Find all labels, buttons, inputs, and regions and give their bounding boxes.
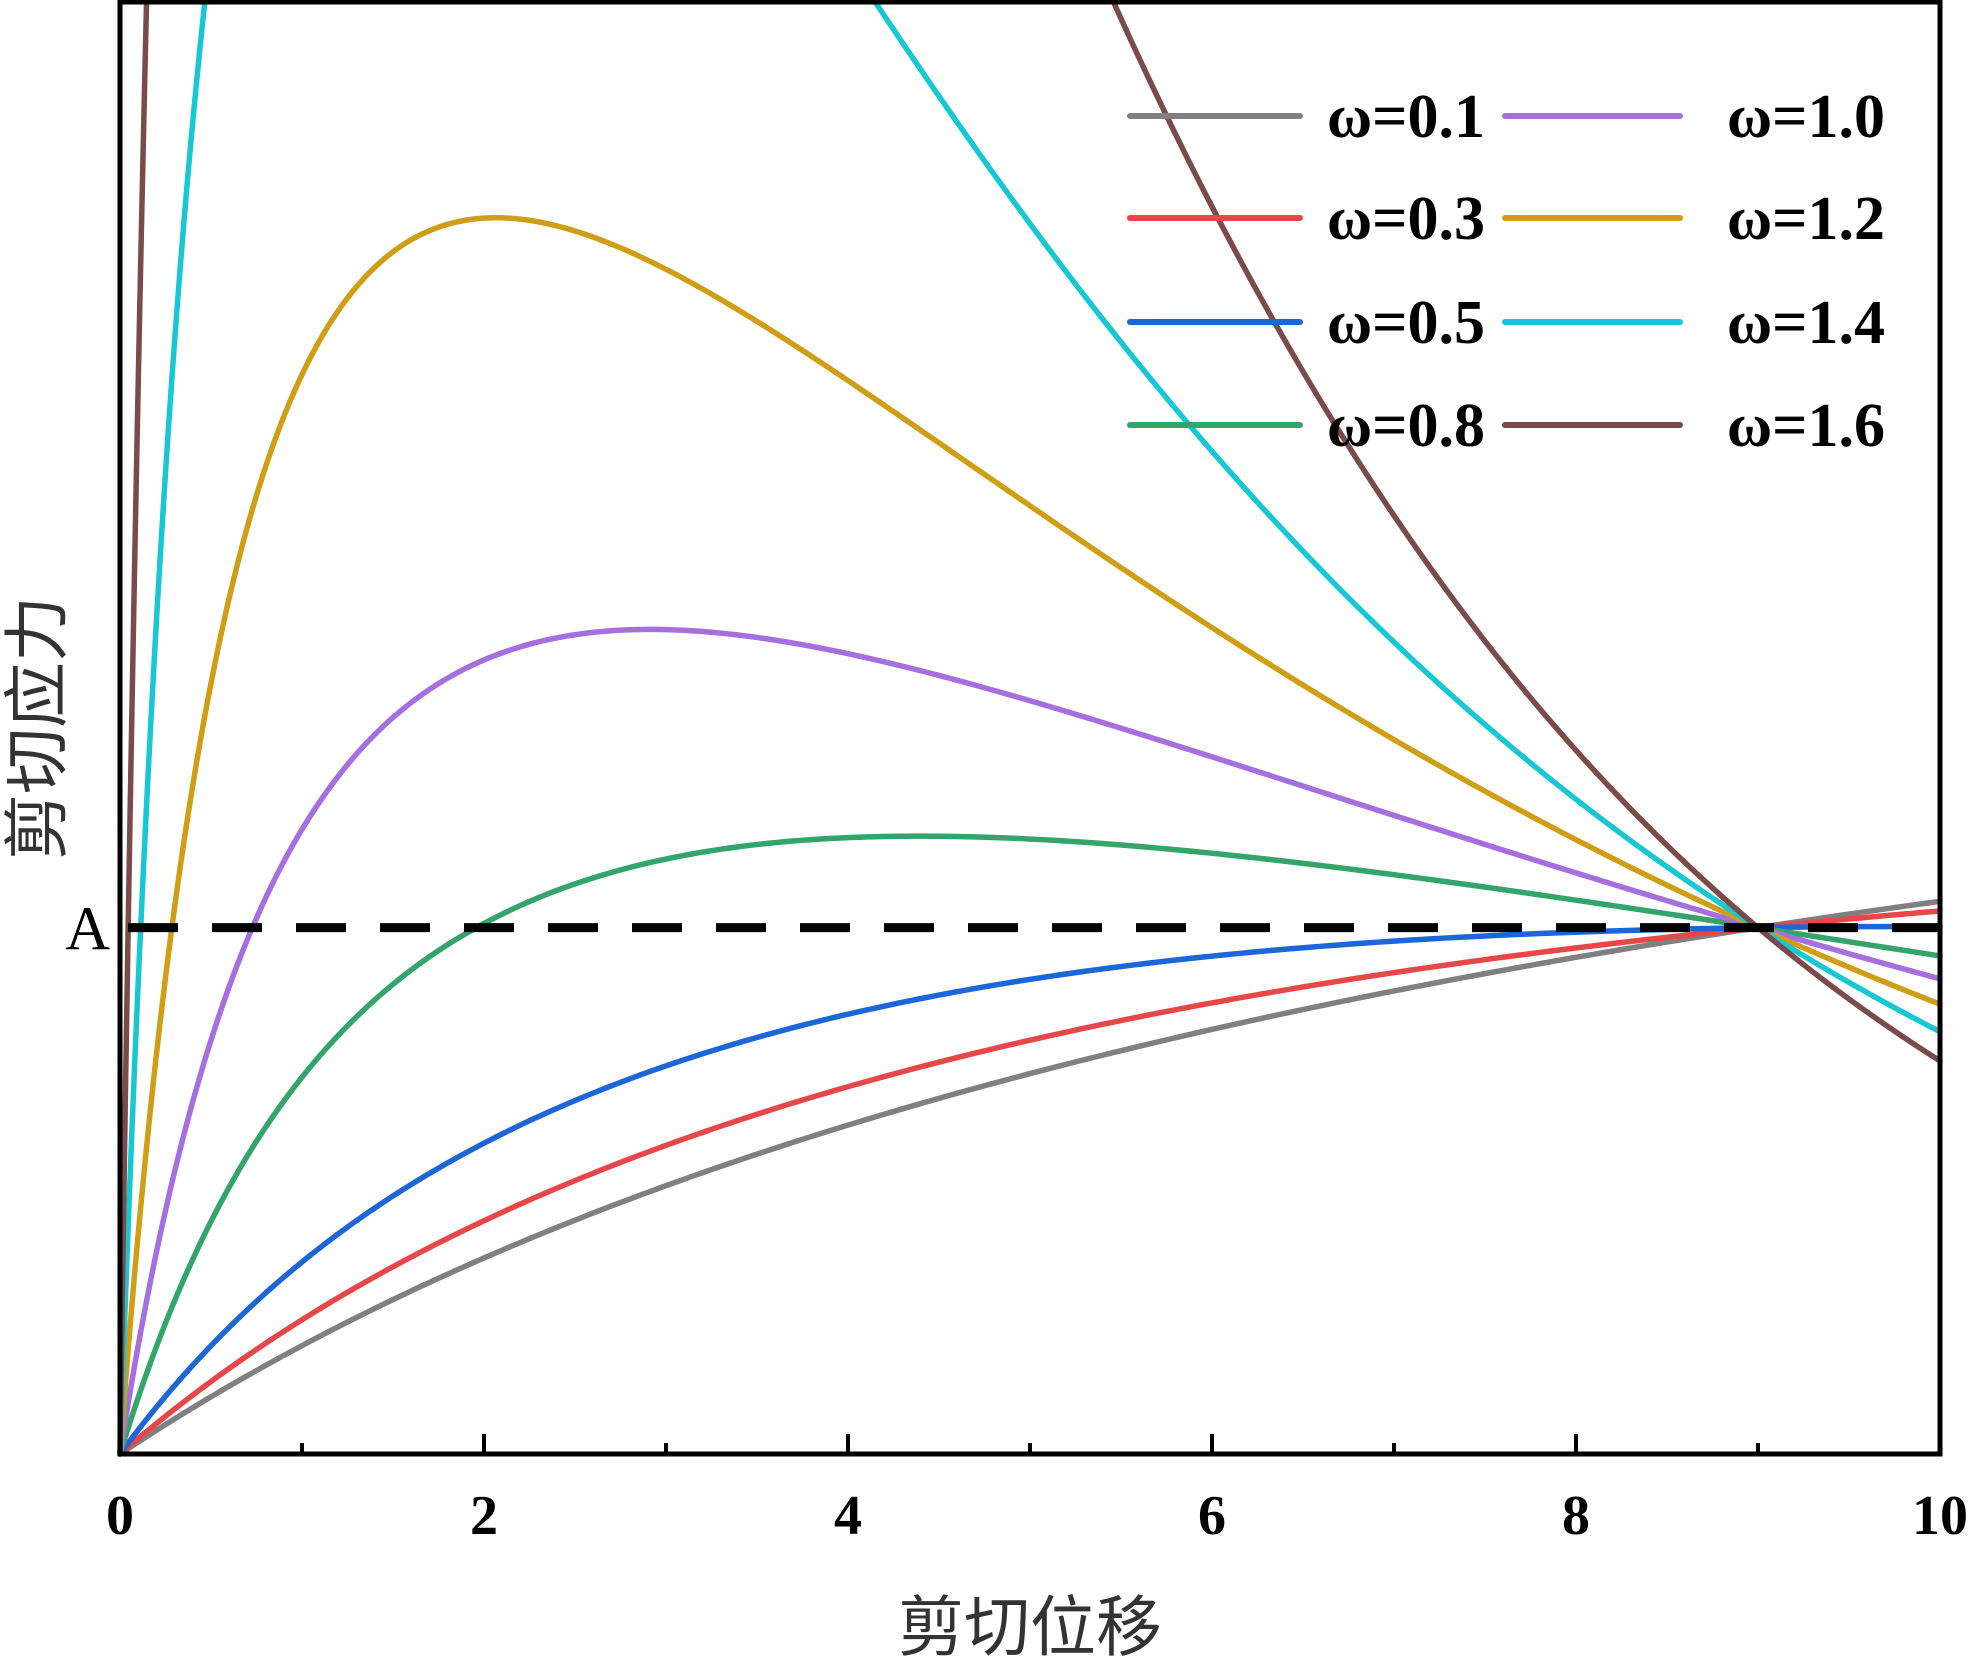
legend-label: ω=0.3 bbox=[1327, 185, 1485, 253]
legend-label: ω=0.1 bbox=[1327, 83, 1485, 151]
x-tick-label: 8 bbox=[1562, 1485, 1590, 1547]
series-line-4 bbox=[117, 833, 1943, 1457]
series-line-5 bbox=[117, 626, 1943, 1457]
series-line-8 bbox=[117, 0, 1943, 1457]
x-tick-label: 4 bbox=[834, 1485, 862, 1547]
x-axis-label: 剪切位移 bbox=[898, 1589, 1162, 1666]
legend-label: ω=0.8 bbox=[1327, 392, 1485, 460]
series-layer bbox=[117, 0, 1943, 1457]
x-axis-tick-labels: 0 2 4 6 8 10 bbox=[106, 1485, 1968, 1547]
y-axis-label: 剪切应力 bbox=[0, 596, 76, 860]
legend-label: ω=1.4 bbox=[1727, 289, 1885, 357]
x-tick-label: 0 bbox=[106, 1485, 134, 1547]
series-line-1 bbox=[117, 898, 1943, 1457]
series-line-6 bbox=[117, 214, 1943, 1457]
legend-label: ω=0.5 bbox=[1327, 289, 1485, 357]
legend: ω=0.1 ω=0.3 ω=0.5 ω=0.8 ω=1.0 ω=1.2 ω=1.4 ω=1.6 bbox=[1127, 83, 1885, 460]
legend-label: ω=1.2 bbox=[1727, 185, 1885, 253]
reference-line-label: A bbox=[65, 896, 110, 964]
series-line-2 bbox=[117, 908, 1943, 1457]
x-tick-label: 2 bbox=[470, 1485, 498, 1547]
legend-label: ω=1.0 bbox=[1727, 83, 1885, 151]
series-line-7 bbox=[117, 0, 1943, 1457]
x-tick-label: 6 bbox=[1198, 1485, 1226, 1547]
x-axis-ticks bbox=[118, 1434, 1942, 1454]
x-tick-label: 10 bbox=[1912, 1485, 1968, 1547]
series-line-3 bbox=[117, 923, 1943, 1457]
legend-label: ω=1.6 bbox=[1727, 392, 1885, 460]
